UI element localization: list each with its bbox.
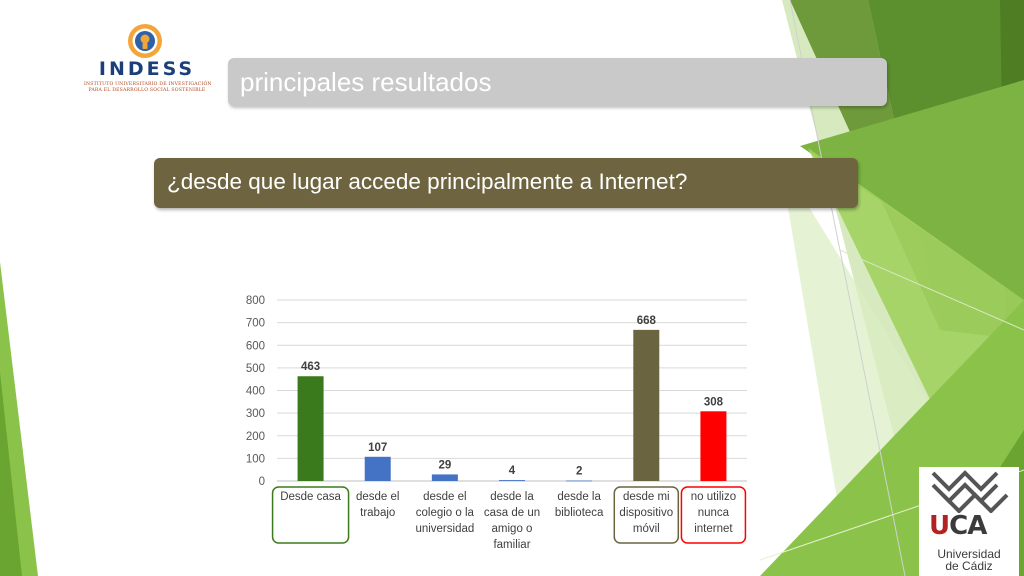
bar xyxy=(700,411,727,481)
bar xyxy=(297,376,324,481)
data-label: 2 xyxy=(576,466,582,478)
indess-logo: INDESS INSTITUTO UNIVERSITARIO DE INVEST… xyxy=(84,22,212,100)
category-highlight-box xyxy=(680,486,747,544)
y-tick-label: 500 xyxy=(246,363,265,375)
data-label: 107 xyxy=(368,442,387,454)
category-label: familiar xyxy=(493,539,530,551)
category-highlight-box xyxy=(613,486,680,544)
category-highlight-box xyxy=(271,486,350,544)
category-label: móvil xyxy=(633,523,660,535)
bar-chart: 0 100 200 300 400 500 600 700 800 463 Desde casa 10… xyxy=(246,295,747,551)
category-label: desde mi xyxy=(623,491,670,503)
bar xyxy=(431,474,458,481)
category-label: Desde casa xyxy=(280,491,341,503)
bar xyxy=(499,480,525,481)
uca-logo-line-1: Universidad xyxy=(937,547,1001,561)
category-label: no utilizo xyxy=(691,491,736,503)
question-text: ¿desde que lugar accede principalmente a… xyxy=(167,169,688,194)
category-label: amigo o xyxy=(492,523,533,535)
data-label: 463 xyxy=(301,361,320,373)
uca-logo-line-2: de Cádiz xyxy=(945,559,993,573)
indess-logo-subtitle-1: INSTITUTO UNIVERSITARIO DE INVESTIGACIÓN xyxy=(84,82,212,87)
category-label: dispositivo xyxy=(619,507,673,519)
bar xyxy=(364,456,391,481)
category-label: universidad xyxy=(415,523,474,535)
category-label: desde la xyxy=(557,491,601,503)
y-tick-label: 100 xyxy=(246,453,265,465)
uca-logo-name: UCA xyxy=(929,511,987,541)
category-label: desde la xyxy=(490,491,534,503)
bar xyxy=(566,480,593,482)
uca-logo-letter-u: U xyxy=(929,511,950,541)
category-label: nunca xyxy=(698,507,730,519)
y-tick-label: 200 xyxy=(246,431,265,443)
category-label: internet xyxy=(694,523,733,535)
category-label: biblioteca xyxy=(555,507,604,519)
category-label: desde el xyxy=(423,491,466,503)
slide-title: principales resultados xyxy=(240,67,492,97)
y-tick-label: 300 xyxy=(246,408,265,420)
indess-emblem-icon xyxy=(128,24,162,58)
question-bar: ¿desde que lugar accede principalmente a… xyxy=(154,158,858,208)
indess-logo-name: INDESS xyxy=(98,58,196,80)
indess-logo-subtitle-2: PARA EL DESARROLLO SOCIAL SOSTENIBLE xyxy=(88,88,206,93)
y-tick-label: 700 xyxy=(246,318,265,330)
data-label: 668 xyxy=(637,315,657,327)
data-label: 4 xyxy=(509,465,516,477)
category-label: trabajo xyxy=(360,507,395,519)
bar xyxy=(633,329,660,481)
uca-logo-letters-ca: CA xyxy=(949,511,987,541)
uca-emblem-icon xyxy=(931,470,1009,514)
category-label: desde el xyxy=(356,491,399,503)
slide-title-bar: principales resultados xyxy=(228,58,887,106)
y-tick-label: 0 xyxy=(259,476,265,488)
data-label: 29 xyxy=(438,459,451,471)
y-tick-label: 800 xyxy=(246,295,265,307)
uca-logo: UCA Universidad de Cádiz xyxy=(919,467,1019,576)
y-tick-label: 600 xyxy=(246,340,265,352)
y-tick-label: 400 xyxy=(246,386,265,398)
data-label: 308 xyxy=(704,396,724,408)
category-label: colegio o la xyxy=(416,507,475,519)
category-label: casa de un xyxy=(484,507,540,519)
